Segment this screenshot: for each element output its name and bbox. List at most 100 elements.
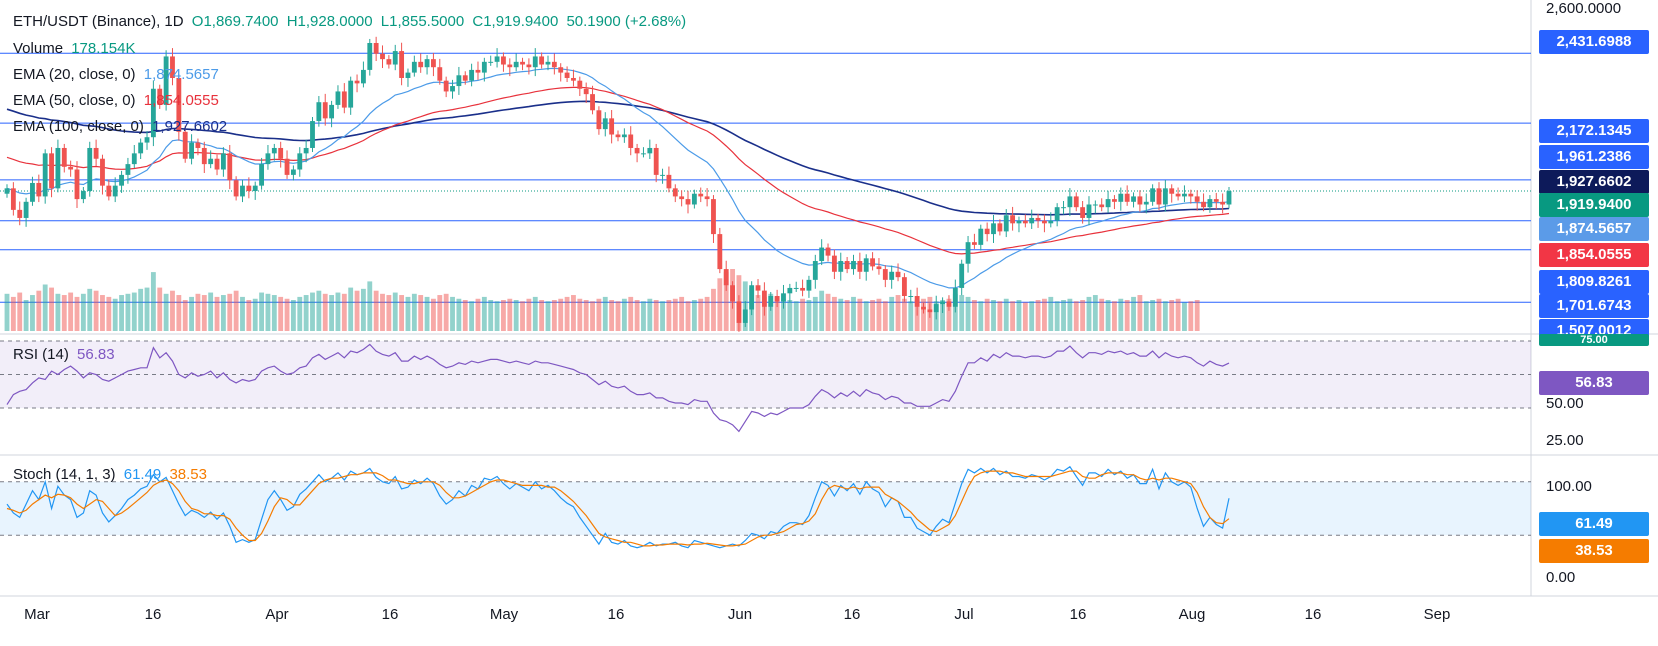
volume-bar (4, 293, 10, 331)
stoch-band (0, 481, 1531, 536)
candle-body (106, 185, 112, 197)
candle-body (208, 158, 214, 165)
ema100-legend[interactable]: EMA (100, close, 0) 1,927.6602 (13, 118, 231, 136)
candle-body (1054, 207, 1060, 221)
candle-body (825, 247, 831, 256)
volume-bar (685, 301, 691, 331)
candle-body (10, 188, 16, 210)
volume-legend[interactable]: Volume 178.154K (13, 40, 139, 58)
volume-bar (857, 298, 863, 331)
volume-bar (138, 288, 144, 331)
candle-body (80, 191, 86, 200)
volume-bar (520, 301, 525, 331)
symbol-label[interactable]: ETH/USDT (Binance), 1D (13, 13, 184, 30)
high-value: H1,928.0000 (286, 13, 373, 30)
candle-body (1010, 215, 1016, 224)
volume-bar (1010, 301, 1016, 331)
volume-bar (42, 284, 48, 331)
volume-bar (1022, 302, 1028, 331)
volume-bar (392, 292, 398, 331)
price-tag-close: 1,919.9400 (1539, 193, 1649, 217)
candle-body (952, 287, 958, 307)
header-legend: ETH/USDT (Binance), 1D O1,869.7400 H1,92… (13, 13, 690, 31)
volume-bar (233, 290, 239, 331)
candle-body (17, 209, 23, 218)
price-tag-ema20: 1,874.5657 (1539, 217, 1649, 241)
volume-bar (462, 300, 468, 331)
volume-bar (297, 296, 303, 331)
volume-bar (774, 296, 780, 331)
volume-bar (431, 298, 436, 331)
candle-body (1182, 193, 1187, 197)
candle-body (437, 67, 443, 81)
volume-bar (93, 290, 99, 331)
candle-body (220, 153, 226, 170)
candle-body (1035, 217, 1041, 221)
volume-bar (399, 295, 405, 331)
volume-bar (1048, 296, 1054, 331)
candle-body (450, 86, 455, 92)
volume-bar (87, 288, 93, 331)
volume-bar (940, 300, 946, 331)
rsi-band (0, 341, 1531, 408)
stoch-legend[interactable]: Stoch (14, 1, 3) 61.49 38.53 (13, 466, 211, 484)
ema50-legend[interactable]: EMA (50, close, 0) 1,854.0555 (13, 92, 223, 110)
candle-body (558, 67, 564, 73)
candle-body (4, 188, 10, 194)
volume-bar (501, 300, 506, 331)
volume-bars (4, 269, 1200, 331)
time-axis-label: 16 (381, 606, 399, 623)
candle-body (978, 228, 984, 245)
candle-body (736, 301, 742, 323)
candle-body (634, 147, 640, 154)
candle-body (717, 234, 723, 270)
price-tag-level: 1,809.8261 (1539, 270, 1649, 294)
candle-body (386, 59, 392, 65)
volume-bar (189, 296, 194, 331)
candle-body (520, 61, 525, 65)
volume-bar (443, 293, 449, 331)
candle-body (399, 51, 405, 78)
volume-bar (1131, 296, 1136, 331)
candle-body (615, 134, 621, 138)
volume-bar (698, 298, 704, 331)
volume-bar (481, 296, 487, 331)
candle-body (806, 279, 812, 291)
volume-bar (68, 292, 74, 331)
volume-bar (991, 300, 996, 331)
rsi-value: 56.83 (77, 346, 115, 363)
candle-body (800, 287, 805, 291)
volume-bar (1086, 296, 1092, 331)
candle-body (1042, 220, 1047, 224)
rsi-legend[interactable]: RSI (14) 56.83 (13, 346, 119, 364)
volume-bar (405, 296, 411, 331)
volume-bar (418, 295, 424, 331)
ema20-legend[interactable]: EMA (20, close, 0) 1,874.5657 (13, 66, 223, 84)
volume-bar (1016, 300, 1022, 331)
volume-bar (373, 290, 379, 331)
change-value: 50.1900 (+2.68%) (566, 13, 687, 30)
volume-bar (335, 292, 341, 331)
volume-bar (895, 295, 901, 331)
volume-bar (1092, 295, 1098, 331)
volume-bar (755, 295, 761, 331)
volume-bar (208, 292, 214, 331)
candle-body (501, 56, 506, 65)
candle-body (1073, 196, 1079, 208)
candle-body (1175, 193, 1181, 197)
candle-body (469, 69, 475, 81)
volume-bar (532, 296, 538, 331)
candle-body (876, 266, 882, 270)
candle-body (431, 59, 436, 68)
candle-body (838, 261, 844, 272)
volume-bar (106, 296, 112, 331)
volume-bar (539, 300, 545, 331)
volume-bar (411, 293, 417, 331)
volume-bar (23, 300, 29, 331)
candle-body (112, 185, 118, 197)
ema20-label: EMA (20, close, 0) (13, 66, 136, 83)
volume-bar (717, 278, 723, 331)
volume-bar (341, 293, 347, 331)
volume-bar (144, 287, 150, 331)
